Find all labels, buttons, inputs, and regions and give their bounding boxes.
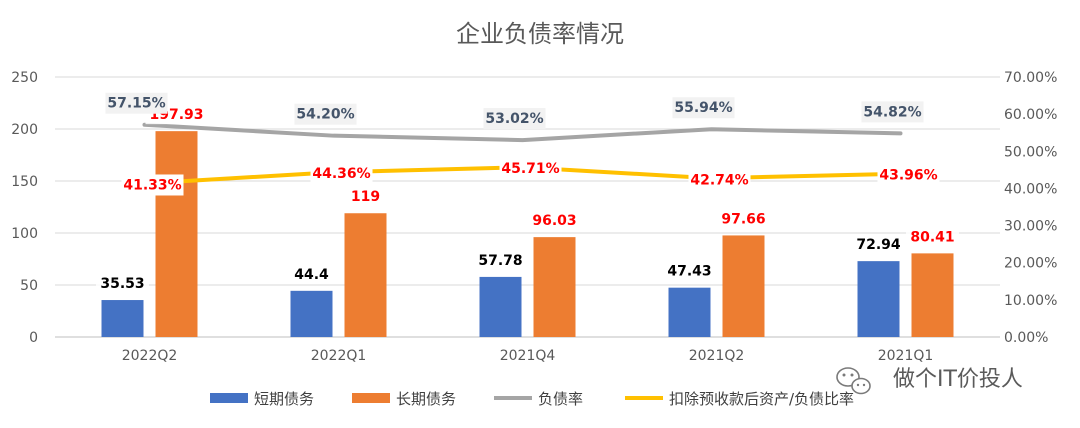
chart-title: 企业负债率情况 — [456, 20, 624, 48]
y-right-tick-label: 40.00% — [1004, 181, 1057, 197]
data-label: 44.36% — [312, 166, 370, 182]
data-label: 97.66 — [721, 211, 765, 227]
data-label: 54.20% — [296, 107, 354, 123]
data-label-bg — [310, 163, 373, 185]
x-category-label: 2021Q2 — [689, 348, 745, 364]
legend-label: 负债率 — [538, 390, 583, 408]
data-label: 43.96% — [879, 168, 937, 184]
bar — [857, 261, 900, 337]
x-category-label: 2021Q1 — [878, 348, 934, 364]
legend-label: 扣除预收款后资产/负债比率 — [669, 390, 854, 408]
bar — [101, 300, 144, 337]
bars — [101, 131, 954, 337]
data-label: 72.94 — [856, 237, 901, 253]
bar — [155, 131, 198, 337]
data-label-bg — [672, 97, 735, 119]
data-label-bg — [348, 186, 383, 207]
data-label-bg — [294, 103, 357, 125]
data-label: 57.15% — [107, 96, 165, 112]
bar — [290, 290, 333, 337]
data-label: 53.02% — [485, 111, 543, 127]
data-label: 41.33% — [123, 177, 181, 193]
y-left-tick-label: 100 — [11, 226, 38, 242]
data-label-bg — [528, 210, 581, 231]
y-right-tick-label: 30.00% — [1004, 219, 1057, 235]
bar — [911, 253, 954, 337]
data-label: 44.4 — [294, 267, 329, 283]
data-label-bg — [96, 273, 149, 294]
data-label-bg — [105, 92, 168, 114]
y-axis-right: 0.00% 10.00% 20.00% 30.00% 40.00% 50.00% 60.00… — [1004, 70, 1057, 346]
y-left-tick-label: 0 — [29, 330, 38, 346]
bar — [668, 287, 711, 337]
data-label-bg — [717, 208, 770, 229]
data-label: 54.82% — [863, 104, 921, 120]
y-right-tick-label: 20.00% — [1004, 256, 1057, 272]
legend-label: 短期债务 — [254, 390, 314, 408]
data-label: 57.78 — [478, 253, 522, 269]
bar — [722, 235, 765, 337]
y-left-tick-label: 250 — [11, 70, 38, 86]
data-label: 47.43 — [667, 264, 711, 280]
bar — [533, 237, 576, 337]
data-label: 35.53 — [100, 276, 144, 292]
data-label-bg — [474, 249, 527, 270]
y-left-tick-label: 50 — [20, 278, 38, 294]
y-right-tick-label: 10.00% — [1004, 293, 1057, 309]
x-category-label: 2021Q4 — [500, 348, 556, 364]
data-label: 42.74% — [690, 172, 748, 188]
y-right-tick-label: 60.00% — [1004, 107, 1057, 123]
y-right-tick-label: 0.00% — [1004, 330, 1048, 346]
y-left-tick-label: 200 — [11, 122, 38, 138]
legend: 短期债务 长期债务 负债率 扣除预收款后资产/负债比率 — [210, 390, 854, 408]
data-label-bg — [861, 101, 924, 123]
data-label-bg — [688, 169, 751, 191]
y-left-tick-label: 150 — [11, 174, 38, 190]
data-label: 80.41 — [910, 229, 954, 245]
data-label: 45.71% — [501, 161, 559, 177]
data-label: 96.03 — [532, 213, 576, 229]
x-category-label: 2022Q2 — [122, 348, 178, 364]
legend-label: 长期债务 — [396, 390, 456, 408]
y-right-tick-label: 50.00% — [1004, 144, 1057, 160]
legend-swatch — [210, 393, 248, 403]
data-label-bg — [121, 174, 184, 196]
data-label: 119 — [351, 189, 380, 205]
data-label-bg — [663, 260, 716, 281]
data-label-bg — [499, 158, 562, 180]
x-category-label: 2022Q1 — [311, 348, 367, 364]
watermark-text: 做个IT价投人 — [893, 367, 1023, 392]
data-label-bg — [877, 164, 940, 186]
legend-swatch — [352, 393, 390, 403]
data-label-bg — [852, 234, 905, 255]
data-label-bg — [906, 226, 959, 247]
bar — [344, 213, 387, 337]
y-axis-left: 0 50 100 150 200 250 — [11, 70, 38, 346]
series-line — [142, 122, 903, 143]
data-label-bg — [289, 263, 334, 284]
y-right-tick-label: 70.00% — [1004, 70, 1057, 86]
data-label-bg — [483, 108, 546, 130]
x-axis-categories: 2022Q2 2022Q1 2021Q4 2021Q2 2021Q1 — [122, 348, 934, 364]
wechat-icon — [836, 367, 871, 395]
data-label: 55.94% — [674, 100, 732, 116]
watermark: 做个IT价投人 — [836, 367, 1023, 395]
bar — [479, 276, 522, 337]
